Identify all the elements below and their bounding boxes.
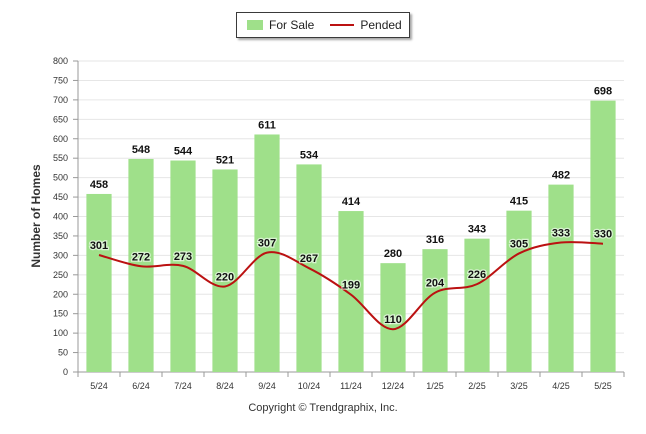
- legend-item-for-sale: For Sale: [247, 18, 314, 32]
- y-tick-label: 450: [53, 192, 68, 202]
- data-label-pended: 272: [132, 251, 150, 263]
- data-label-for-sale: 458: [90, 179, 108, 191]
- bar-for-sale: [464, 238, 490, 372]
- y-tick-label: 300: [53, 250, 68, 260]
- data-label-for-sale: 482: [552, 170, 570, 182]
- legend-label-for-sale: For Sale: [269, 18, 315, 32]
- data-label-pended: 267: [300, 253, 318, 265]
- x-tick-label: 10/24: [298, 381, 321, 391]
- x-tick-label: 4/25: [552, 381, 570, 391]
- data-label-for-sale: 521: [216, 154, 234, 166]
- legend-item-pended: Pended: [330, 18, 402, 32]
- bar-for-sale: [422, 249, 448, 372]
- x-tick-label: 6/24: [132, 381, 150, 391]
- x-tick-label: 2/25: [468, 381, 486, 391]
- data-label-pended: 220: [216, 271, 234, 283]
- y-tick-label: 200: [53, 289, 68, 299]
- copyright-footer: Copyright © Trendgraphix, Inc.: [248, 402, 398, 414]
- y-tick-label: 50: [58, 348, 68, 358]
- bar-for-sale: [506, 210, 532, 372]
- legend-swatch-pended: [330, 24, 355, 26]
- y-tick-label: 650: [53, 114, 68, 124]
- data-label-for-sale: 548: [132, 144, 150, 156]
- data-label-for-sale: 544: [174, 146, 193, 158]
- y-tick-label: 750: [53, 75, 68, 85]
- x-tick-label: 7/24: [174, 381, 192, 391]
- bar-for-sale: [380, 263, 406, 372]
- x-tick-label: 12/24: [382, 381, 405, 391]
- bar-for-sale: [590, 100, 616, 372]
- y-axis-label: Number of Homes: [29, 164, 43, 268]
- data-label-for-sale: 343: [468, 224, 486, 236]
- x-tick-label: 9/24: [258, 381, 276, 391]
- y-tick-label: 600: [53, 134, 68, 144]
- data-label-pended: 204: [426, 278, 445, 290]
- data-label-pended: 301: [90, 240, 108, 252]
- y-tick-label: 250: [53, 270, 68, 280]
- x-tick-label: 8/24: [216, 381, 234, 391]
- y-tick-label: 150: [53, 309, 68, 319]
- x-tick-label: 1/25: [426, 381, 444, 391]
- y-tick-label: 0: [63, 367, 68, 377]
- x-tick-label: 11/24: [340, 381, 362, 391]
- data-label-for-sale: 415: [510, 196, 528, 208]
- data-label-pended: 333: [552, 228, 570, 240]
- x-tick-label: 5/24: [90, 381, 108, 391]
- y-tick-label: 350: [53, 231, 68, 241]
- bar-for-sale: [338, 211, 364, 372]
- data-label-pended: 273: [174, 251, 192, 263]
- data-label-pended: 307: [258, 238, 276, 250]
- data-label-pended: 199: [342, 280, 360, 292]
- data-label-for-sale: 611: [258, 119, 276, 131]
- legend: For Sale Pended: [236, 12, 410, 38]
- y-tick-label: 800: [53, 56, 68, 66]
- data-label-pended: 226: [468, 269, 486, 281]
- bar-for-sale: [86, 193, 112, 372]
- bar-for-sale: [212, 169, 238, 372]
- legend-swatch-for-sale: [247, 20, 263, 30]
- data-label-for-sale: 698: [594, 86, 612, 98]
- y-tick-label: 500: [53, 173, 68, 183]
- data-label-pended: 305: [510, 238, 528, 250]
- line-pended: [98, 241, 604, 331]
- data-label-for-sale: 316: [426, 234, 444, 246]
- data-label-for-sale: 414: [342, 196, 361, 208]
- y-tick-label: 100: [53, 328, 68, 338]
- x-tick-label: 5/25: [594, 381, 612, 391]
- data-label-pended: 110: [384, 314, 402, 326]
- data-label-for-sale: 534: [300, 149, 319, 161]
- y-tick-label: 700: [53, 95, 68, 105]
- y-tick-label: 400: [53, 212, 68, 222]
- data-label-for-sale: 280: [384, 248, 402, 260]
- bar-for-sale: [548, 184, 574, 372]
- x-tick-label: 3/25: [510, 381, 528, 391]
- legend-label-pended: Pended: [360, 18, 402, 32]
- data-label-pended: 330: [594, 229, 612, 241]
- y-tick-label: 550: [53, 153, 68, 163]
